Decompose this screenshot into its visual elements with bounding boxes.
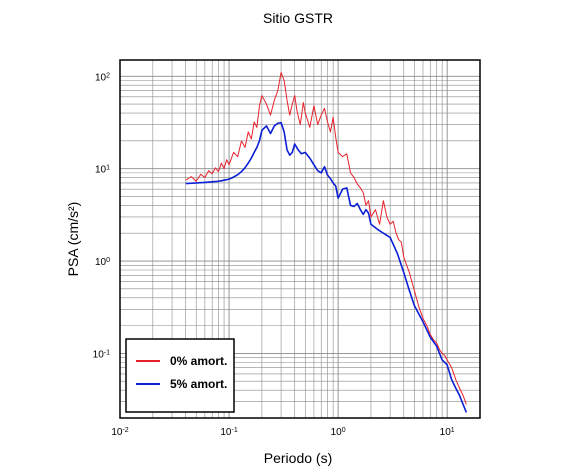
x-tick-label-1: 10-1 [220,427,237,439]
y-axis-label: PSA (cm/s²) [65,202,81,277]
x-axis-label: Periodo (s) [264,450,332,466]
chart-title: Sitio GSTR [263,10,333,26]
x-tick-label-0: 10-2 [111,427,128,439]
legend-label-0: 0% amort. [170,354,227,368]
y-tick-label-3: 102 [95,72,110,84]
series-line-1 [185,121,468,413]
y-tick-labels: 10-1 100 101 102 [93,72,110,361]
x-tick-labels: 10-2 10-1 100 101 [111,427,454,439]
series-line-0 [185,71,467,405]
y-tick-label-2: 101 [95,164,110,176]
y-tick-label-1: 100 [95,257,110,269]
legend-label-1: 5% amort. [170,377,227,391]
x-tick-label-2: 100 [331,427,346,439]
legend: 0% amort. 5% amort. [125,338,235,413]
x-tick-label-3: 101 [440,427,455,439]
plot-frame [119,59,481,419]
series-layer [185,71,468,413]
legend-box [125,338,235,413]
y-tick-label-0: 10-1 [93,349,110,361]
